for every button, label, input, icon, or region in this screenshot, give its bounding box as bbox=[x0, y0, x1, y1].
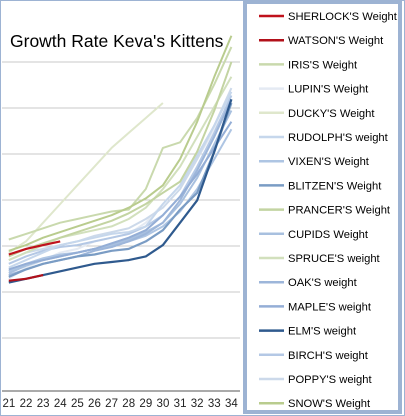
legend-item: LUPIN'S Weight bbox=[259, 84, 369, 96]
legend-label: DUCKY'S Weight bbox=[288, 108, 375, 120]
legend-label: CUPIDS Weight bbox=[288, 229, 369, 241]
legend-item: VIXEN'S Weight bbox=[259, 156, 370, 168]
x-tick-label: 22 bbox=[20, 398, 33, 410]
x-tick-label: 27 bbox=[105, 398, 118, 410]
series-line bbox=[8, 95, 233, 265]
series-line bbox=[8, 121, 233, 271]
legend-item: OAK'S weight bbox=[259, 277, 358, 289]
legend-item: POPPY'S weight bbox=[259, 374, 372, 386]
legend-label: OAK'S weight bbox=[288, 277, 358, 289]
legend-label: BLITZEN'S Weight bbox=[288, 180, 382, 192]
legend-item: DUCKY'S Weight bbox=[259, 108, 375, 120]
legend-item: SNOW'S Weight bbox=[259, 398, 371, 410]
x-tick-label: 25 bbox=[71, 398, 84, 410]
series-line bbox=[8, 240, 61, 256]
x-tick-label: 30 bbox=[157, 398, 170, 410]
series-line bbox=[8, 102, 233, 278]
series-line bbox=[8, 91, 233, 269]
legend-label: POPPY'S weight bbox=[288, 374, 372, 386]
x-tick-label: 33 bbox=[208, 398, 221, 410]
legend-item: MAPLE'S weight bbox=[259, 301, 372, 313]
series-line bbox=[8, 98, 233, 284]
legend-label: LUPIN'S Weight bbox=[288, 84, 369, 96]
chart-title: Growth Rate Keva's Kittens bbox=[10, 31, 224, 51]
x-tick-label: 26 bbox=[88, 398, 101, 410]
legend-item: IRIS'S Weight bbox=[259, 59, 358, 71]
legend-item: CUPIDS Weight bbox=[259, 229, 369, 241]
legend-item: SHERLOCK'S Weight bbox=[259, 11, 398, 23]
x-tick-labels: 21 22 23 24 25 26 27 28 29 30 31 32 33 34 bbox=[2, 398, 238, 410]
x-tick-label: 23 bbox=[37, 398, 50, 410]
legend-label: PRANCER'S Weight bbox=[288, 205, 391, 217]
series-line bbox=[8, 87, 233, 262]
legend-item: BIRCH'S weight bbox=[259, 350, 369, 362]
legend-box bbox=[243, 0, 402, 414]
legend-item: ELM'S weight bbox=[259, 326, 357, 338]
series-line bbox=[8, 274, 44, 282]
legend-label: BIRCH'S weight bbox=[288, 350, 369, 362]
legend-label: SHERLOCK'S Weight bbox=[288, 11, 398, 23]
legend-label: RUDOLPH'S weight bbox=[288, 132, 389, 144]
plot-series bbox=[8, 35, 233, 284]
legend-label: IRIS'S Weight bbox=[288, 59, 358, 71]
legend-label: SNOW'S Weight bbox=[288, 398, 371, 410]
legend-label: SPRUCE'S weight bbox=[288, 253, 381, 265]
x-tick-label: 24 bbox=[54, 398, 67, 410]
series-line bbox=[8, 61, 233, 258]
series-line bbox=[8, 35, 233, 252]
legend-item: WATSON'S Weight bbox=[259, 35, 384, 47]
x-tick-label: 34 bbox=[225, 398, 238, 410]
x-tick-label: 32 bbox=[191, 398, 204, 410]
legend-item: PRANCER'S Weight bbox=[259, 205, 391, 217]
x-tick-label: 21 bbox=[2, 398, 15, 410]
legend-label: MAPLE'S weight bbox=[288, 301, 372, 313]
legend-item: RUDOLPH'S weight bbox=[259, 132, 389, 144]
legend-label: WATSON'S Weight bbox=[288, 35, 384, 47]
legend-item: BLITZEN'S Weight bbox=[259, 180, 382, 192]
x-tick-label: 28 bbox=[122, 398, 135, 410]
legend: SHERLOCK'S Weight WATSON'S Weight IRIS'S W… bbox=[243, 0, 402, 414]
legend-label: ELM'S weight bbox=[288, 326, 357, 338]
legend-item: SPRUCE'S weight bbox=[259, 253, 381, 265]
x-tick-label: 29 bbox=[139, 398, 152, 410]
legend-label: VIXEN'S Weight bbox=[288, 156, 370, 168]
x-tick-label: 31 bbox=[174, 398, 187, 410]
